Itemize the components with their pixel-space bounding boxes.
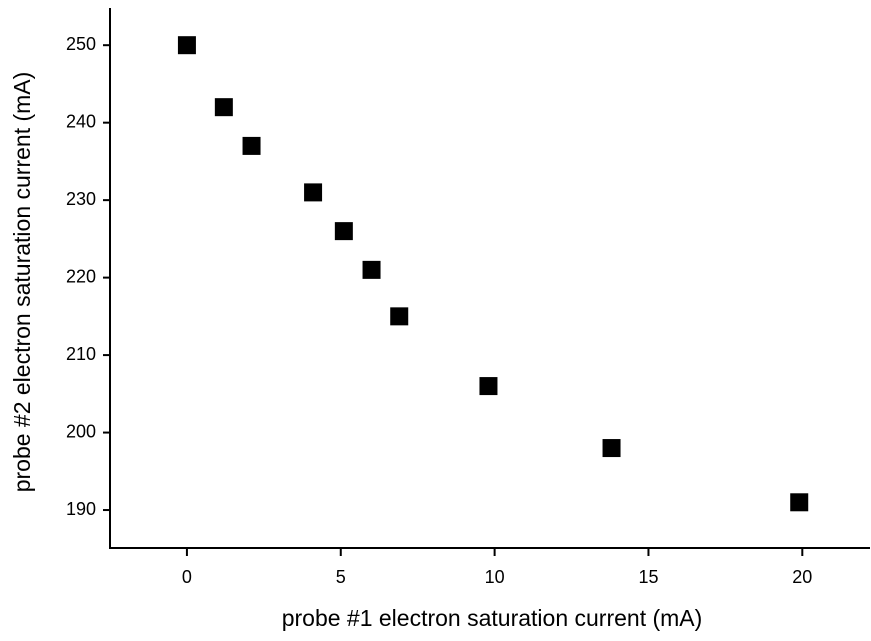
x-tick-label: 5 bbox=[336, 567, 346, 587]
y-tick-label: 230 bbox=[66, 189, 96, 209]
x-axis-label: probe #1 electron saturation current (mA… bbox=[282, 605, 703, 631]
x-tick-label: 15 bbox=[638, 567, 658, 587]
y-tick-label: 220 bbox=[66, 266, 96, 286]
y-tick-label: 240 bbox=[66, 111, 96, 131]
point bbox=[334, 222, 353, 241]
y-axis-label: probe #2 electron saturation current (mA… bbox=[9, 72, 35, 493]
point bbox=[790, 493, 809, 512]
y-tick-label: 210 bbox=[66, 344, 96, 364]
y-tick-label: 200 bbox=[66, 421, 96, 441]
point bbox=[214, 98, 233, 117]
point bbox=[242, 136, 261, 155]
point bbox=[362, 260, 381, 279]
point bbox=[390, 307, 409, 326]
x-tick-label: 10 bbox=[485, 567, 505, 587]
x-tick-label: 0 bbox=[182, 567, 192, 587]
x-tick-label: 20 bbox=[792, 567, 812, 587]
point bbox=[304, 183, 323, 202]
point bbox=[602, 439, 621, 458]
y-tick-label: 250 bbox=[66, 34, 96, 54]
point bbox=[177, 36, 196, 55]
y-tick-label: 190 bbox=[66, 499, 96, 519]
point bbox=[479, 377, 498, 396]
